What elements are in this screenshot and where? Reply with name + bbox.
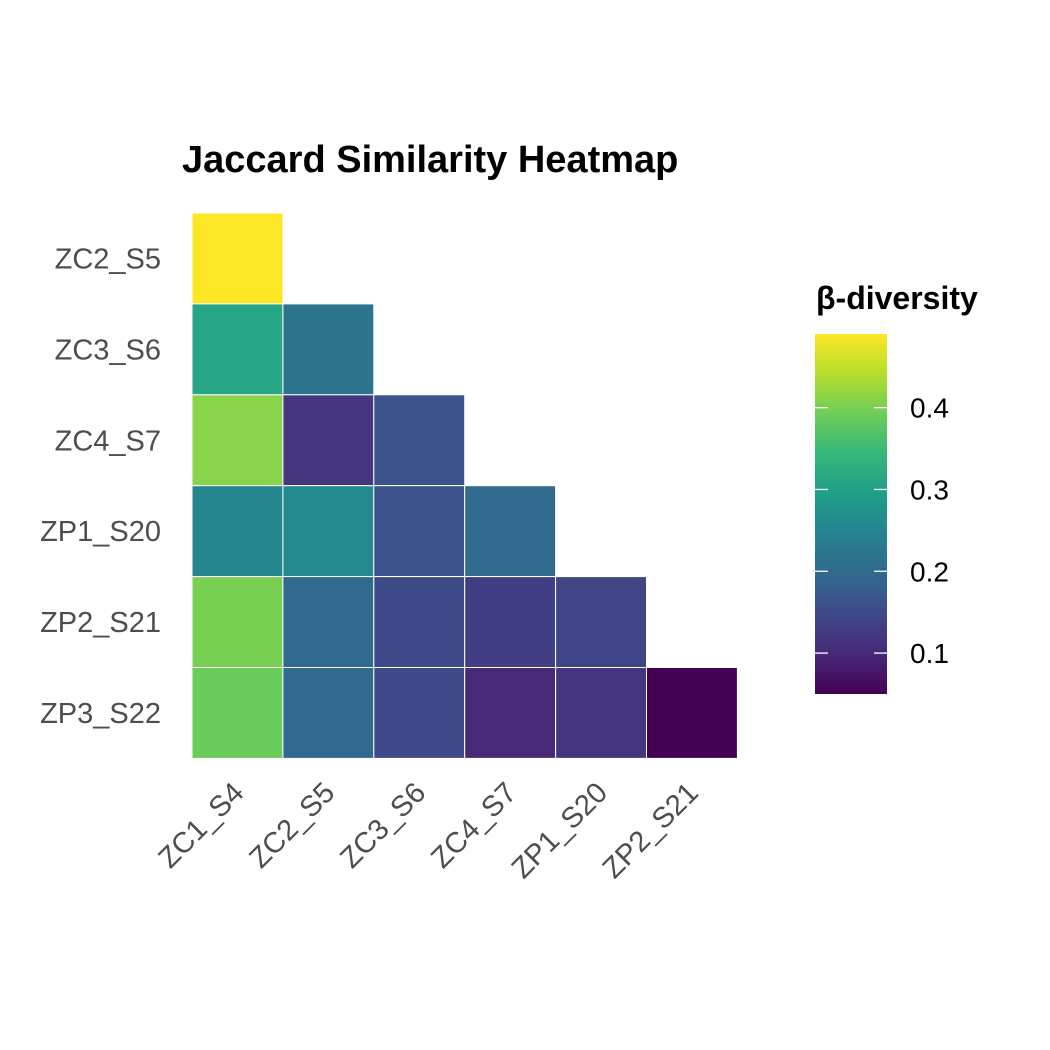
legend-label: 0.1 — [910, 638, 949, 669]
chart-title: Jaccard Similarity Heatmap — [182, 139, 678, 181]
heatmap-cell — [373, 485, 466, 578]
heatmap-cell — [282, 485, 375, 578]
y-tick-label: ZP2_S21 — [40, 607, 161, 639]
heatmap-cell — [464, 485, 557, 578]
heatmap-cell — [373, 667, 466, 759]
x-tick-label: ZP1_S20 — [506, 777, 614, 885]
heatmap-cell — [191, 485, 284, 578]
heatmap-cell — [555, 576, 647, 668]
y-tick-label: ZP3_S22 — [40, 698, 161, 730]
y-tick-label: ZC3_S6 — [55, 334, 161, 366]
heatmap-cell — [191, 303, 284, 396]
heatmap-cell — [191, 667, 284, 759]
y-tick-label: ZC4_S7 — [55, 425, 161, 457]
y-axis-labels: ZC2_S5 ZC3_S6 ZC4_S7 ZP1_S20 ZP2_S21 ZP3_S22 — [40, 243, 161, 730]
legend-label: 0.3 — [910, 474, 949, 505]
heatmap-cell — [646, 667, 738, 759]
y-tick-label: ZP1_S20 — [40, 516, 161, 548]
heatmap-cell — [464, 576, 557, 668]
x-tick-label: ZC3_S6 — [334, 777, 432, 875]
heatmap-cell — [282, 667, 375, 759]
legend-title: β-diversity — [816, 280, 978, 316]
x-tick-label: ZC1_S4 — [153, 777, 251, 875]
color-legend: β-diversity 0.1 0.2 0.3 0.4 — [815, 280, 978, 694]
heatmap-cells — [191, 212, 738, 759]
heatmap-cell — [464, 667, 557, 759]
heatmap-cell — [191, 576, 284, 668]
legend-label: 0.4 — [910, 393, 949, 424]
y-tick-label: ZC2_S5 — [55, 243, 161, 275]
heatmap-cell — [191, 212, 284, 305]
legend-label: 0.2 — [910, 556, 949, 587]
heatmap-cell — [191, 394, 284, 487]
x-tick-label: ZP2_S21 — [597, 777, 705, 885]
heatmap-cell — [282, 394, 375, 487]
legend-ticks: 0.1 0.2 0.3 0.4 — [815, 393, 949, 669]
heatmap-cell — [282, 303, 375, 396]
legend-colorbar — [815, 334, 887, 694]
heatmap-cell — [282, 576, 375, 668]
heatmap-cell — [373, 394, 466, 487]
heatmap-cell — [555, 667, 647, 759]
heatmap-cell — [373, 576, 466, 668]
x-tick-label: ZC2_S5 — [243, 777, 341, 875]
